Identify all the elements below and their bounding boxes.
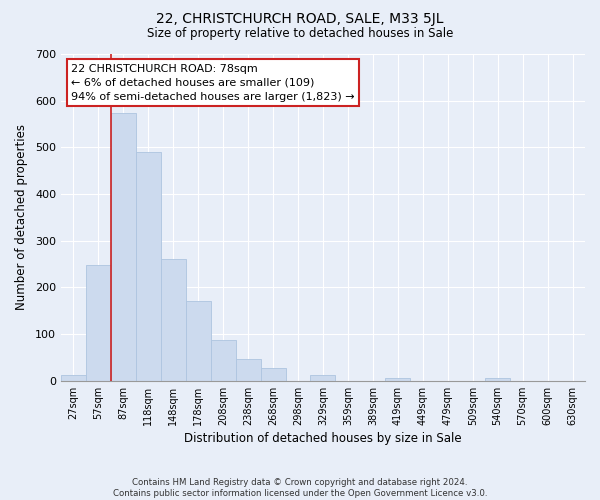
Bar	[260, 368, 286, 381]
Text: 22, CHRISTCHURCH ROAD, SALE, M33 5JL: 22, CHRISTCHURCH ROAD, SALE, M33 5JL	[156, 12, 444, 26]
Text: 22 CHRISTCHURCH ROAD: 78sqm
← 6% of detached houses are smaller (109)
94% of sem: 22 CHRISTCHURCH ROAD: 78sqm ← 6% of deta…	[71, 64, 355, 102]
Bar	[485, 378, 510, 381]
Bar	[136, 152, 161, 381]
Bar	[111, 113, 136, 381]
Bar	[236, 359, 260, 381]
Bar	[186, 302, 211, 381]
Bar	[161, 259, 186, 381]
X-axis label: Distribution of detached houses by size in Sale: Distribution of detached houses by size …	[184, 432, 462, 445]
Text: Size of property relative to detached houses in Sale: Size of property relative to detached ho…	[147, 28, 453, 40]
Bar	[310, 375, 335, 381]
Bar	[86, 266, 111, 381]
Bar	[385, 378, 410, 381]
Text: Contains HM Land Registry data © Crown copyright and database right 2024.
Contai: Contains HM Land Registry data © Crown c…	[113, 478, 487, 498]
Y-axis label: Number of detached properties: Number of detached properties	[15, 124, 28, 310]
Bar	[211, 340, 236, 381]
Bar	[61, 375, 86, 381]
